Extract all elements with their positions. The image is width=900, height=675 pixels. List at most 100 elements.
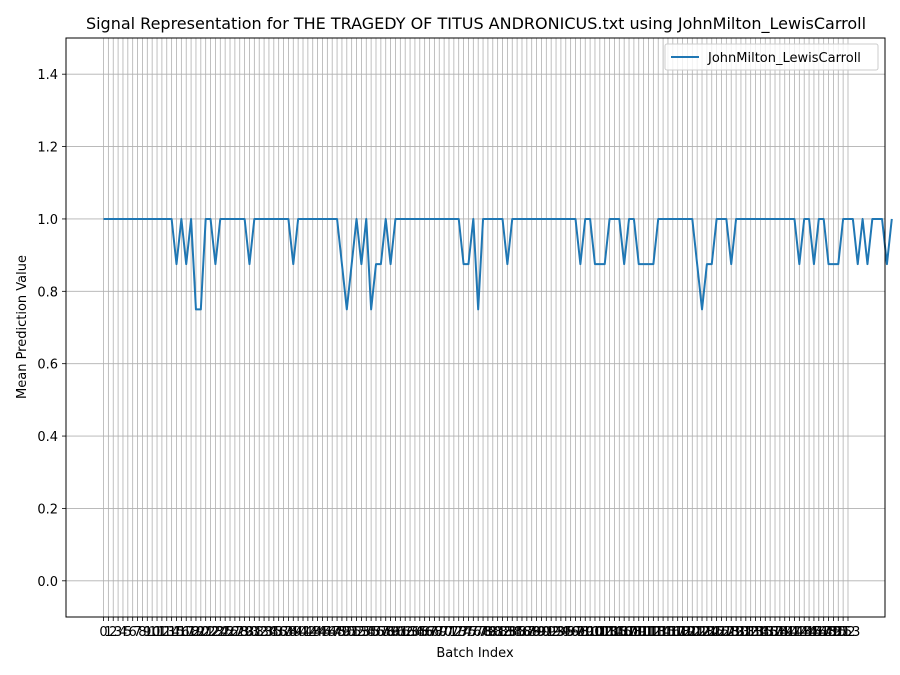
y-axis: 0.0 0.2 0.4 0.6 0.8 1.0 1.2 1.4 — [37, 68, 66, 590]
x-tick-label: 46 — [319, 625, 336, 640]
x-tick-label: 145 — [797, 625, 822, 640]
x-tick-label: 14 — [163, 625, 180, 640]
x-tick-label: 94 — [553, 625, 570, 640]
x-tick-label: 131 — [729, 625, 754, 640]
x-tick-label: 152 — [831, 625, 856, 640]
x-tick-label: 149 — [816, 625, 841, 640]
x-tick-label: 128 — [714, 625, 739, 640]
x-tick-label: 42 — [300, 625, 317, 640]
x-tick-label: 6 — [129, 625, 137, 640]
x-tick-label: 97 — [567, 625, 584, 640]
x-tick-label: 143 — [787, 625, 812, 640]
x-tick-label: 5 — [124, 625, 132, 640]
x-tick-label: 139 — [767, 625, 792, 640]
x-tick-label: 121 — [680, 625, 705, 640]
y-tick-label: 0.2 — [37, 502, 58, 517]
x-tick-label: 54 — [358, 625, 375, 640]
y-tick-label: 1.4 — [37, 68, 58, 83]
x-tick-label: 17 — [178, 625, 195, 640]
x-tick-label: 73 — [450, 625, 467, 640]
y-tick-label: 0.6 — [37, 358, 58, 373]
x-tick-label: 127 — [709, 625, 734, 640]
x-tick-label: 120 — [675, 625, 700, 640]
x-tick-label: 68 — [426, 625, 443, 640]
x-tick-label: 26 — [222, 625, 239, 640]
x-tick-label: 138 — [763, 625, 788, 640]
x-tick-label: 82 — [494, 625, 511, 640]
x-tick-label: 34 — [261, 625, 278, 640]
x-tick-label: 40 — [290, 625, 307, 640]
x-tick-label: 2 — [109, 625, 117, 640]
x-tick-label: 135 — [748, 625, 773, 640]
x-tick-label: 12 — [154, 625, 171, 640]
x-tick-label: 22 — [202, 625, 219, 640]
x-tick-label: 28 — [231, 625, 248, 640]
x-tick-label: 151 — [826, 625, 851, 640]
x-tick-label: 124 — [694, 625, 719, 640]
x-tick-label: 103 — [592, 625, 617, 640]
x-tick-label: 69 — [431, 625, 448, 640]
x-tick-label: 133 — [738, 625, 763, 640]
x-tick-label: 15 — [168, 625, 185, 640]
x-tick-label: 65 — [412, 625, 429, 640]
x-tick-label: 36 — [270, 625, 287, 640]
x-tick-label: 67 — [421, 625, 438, 640]
x-tick-label: 78 — [475, 625, 492, 640]
x-tick-label: 60 — [387, 625, 404, 640]
x-tick-label: 33 — [256, 625, 273, 640]
y-tick-label: 1.2 — [37, 141, 58, 156]
x-tick-label: 49 — [334, 625, 351, 640]
x-tick-label: 136 — [753, 625, 778, 640]
x-tick-label: 92 — [543, 625, 560, 640]
legend-label: JohnMilton_LewisCarroll — [707, 51, 861, 66]
y-axis-label: Mean Prediction Value — [15, 255, 30, 399]
y-tick-label: 0.0 — [37, 575, 58, 590]
x-tick-label: 47 — [324, 625, 341, 640]
x-tick-label: 119 — [670, 625, 695, 640]
x-tick-label: 122 — [685, 625, 710, 640]
x-tick-label: 59 — [382, 625, 399, 640]
x-tick-label: 117 — [660, 625, 685, 640]
x-tick-label: 35 — [266, 625, 283, 640]
x-tick-label: 8 — [138, 625, 146, 640]
x-tick-label: 51 — [343, 625, 360, 640]
x-tick-label: 99 — [577, 625, 594, 640]
x-tick-label: 1 — [104, 625, 112, 640]
x-tick-label: 62 — [397, 625, 414, 640]
x-tick-label: 37 — [275, 625, 292, 640]
x-tick-label: 21 — [197, 625, 214, 640]
x-tick-label: 3 — [114, 625, 122, 640]
x-tick-label: 114 — [646, 625, 671, 640]
x-tick-label: 134 — [743, 625, 768, 640]
x-tick-label: 98 — [572, 625, 589, 640]
x-tick-label: 30 — [241, 625, 258, 640]
x-tick-label: 53 — [353, 625, 370, 640]
x-tick-label: 45 — [314, 625, 331, 640]
x-tick-label: 101 — [583, 625, 608, 640]
x-tick-label: 93 — [548, 625, 565, 640]
y-tick-label: 0.4 — [37, 430, 58, 445]
x-tick-label: 64 — [407, 625, 424, 640]
x-tick-label: 116 — [656, 625, 681, 640]
x-tick-label: 7 — [133, 625, 141, 640]
x-tick-label: 141 — [777, 625, 802, 640]
legend-box — [664, 43, 879, 71]
y-tick-label: 1.0 — [37, 213, 58, 228]
x-tick-label: 153 — [836, 625, 861, 640]
x-tick-label: 58 — [377, 625, 394, 640]
x-tick-label: 0 — [99, 625, 107, 640]
x-tick-label: 50 — [339, 625, 356, 640]
x-axis-label: Batch Index — [436, 646, 514, 661]
x-tick-label: 90 — [533, 625, 550, 640]
series-layer — [103, 217, 893, 311]
grid — [66, 38, 885, 617]
x-tick-label: 110 — [626, 625, 651, 640]
x-tick-label: 74 — [455, 625, 472, 640]
x-tick-label: 32 — [251, 625, 268, 640]
x-tick-label: 25 — [217, 625, 234, 640]
x-tick-label: 132 — [733, 625, 758, 640]
x-tick-label: 107 — [612, 625, 637, 640]
x-tick-label: 115 — [651, 625, 676, 640]
x-tick-label: 150 — [821, 625, 846, 640]
